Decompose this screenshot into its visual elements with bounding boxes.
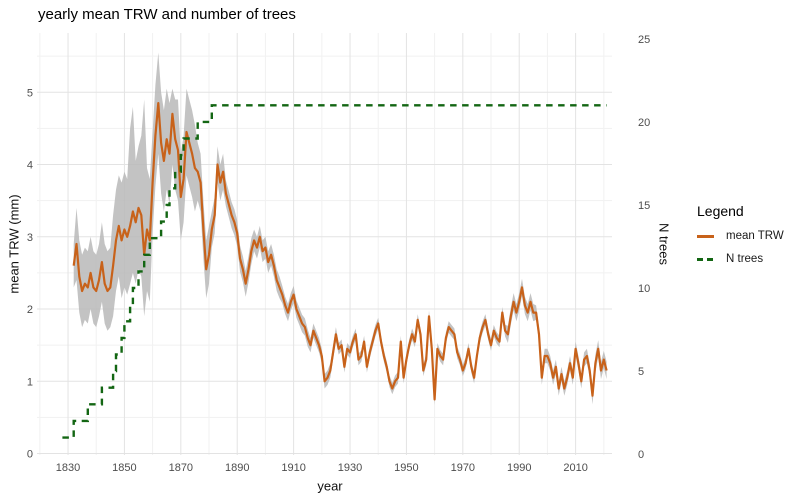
x-axis-title: year [317,478,343,494]
y-left-tick-label: 4 [27,160,33,172]
legend-item-n-trees: N trees [697,253,797,265]
chart-title: yearly mean TRW and number of trees [38,6,296,23]
y-right-tick-label: 15 [638,200,650,212]
legend-title: Legend [697,203,744,219]
y-axis-left-title: mean TRW (mm) [6,194,22,294]
y-right-tick-label: 10 [638,283,650,295]
legend-item-mean-trw: mean TRW [697,230,797,242]
x-tick-label: 1870 [169,462,193,474]
mean-trw-line-swatch-icon [697,234,714,238]
y-left-tick-label: 0 [27,449,33,461]
x-tick-label: 1990 [507,462,531,474]
legend: Legend mean TRW N trees [697,203,797,276]
y-left-tick-label: 1 [27,376,33,388]
x-tick-label: 1950 [394,462,418,474]
n-trees-line-swatch-icon [697,257,714,261]
trw-line [72,102,608,401]
ntrees-line [62,104,607,439]
x-tick-label: 1890 [225,462,249,474]
y-left-tick-label: 3 [27,232,33,244]
x-tick-label: 2010 [563,462,587,474]
legend-label-mean-trw: mean TRW [726,230,784,242]
x-tick-label: 1970 [451,462,475,474]
y-right-tick-label: 20 [638,117,650,129]
x-tick-label: 1850 [112,462,136,474]
legend-label-n-trees: N trees [726,253,764,265]
y-right-tick-label: 0 [638,449,644,461]
y-right-tick-label: 25 [638,34,650,46]
y-right-tick-label: 5 [638,366,644,378]
x-tick-label: 1830 [56,462,80,474]
y-left-tick-label: 5 [27,87,33,99]
trw-ribbon [73,52,607,406]
y-left-tick-label: 2 [27,304,33,316]
y-axis-right-title: N trees [656,223,672,265]
x-tick-label: 1930 [338,462,362,474]
x-tick-label: 1910 [281,462,305,474]
